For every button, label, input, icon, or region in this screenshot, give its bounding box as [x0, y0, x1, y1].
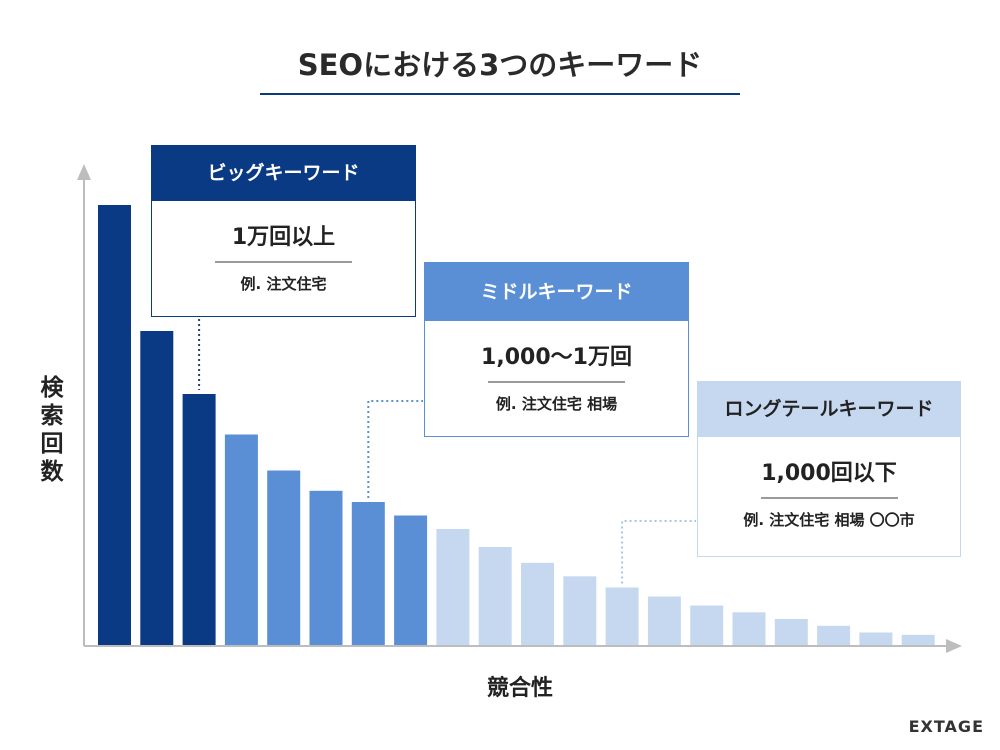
bar-long-12	[563, 576, 597, 647]
big-keyword-count: 1万回以上	[231, 225, 336, 250]
longtail-keyword-example: 例. 注文住宅 相場 〇〇市	[743, 510, 915, 529]
bar-big-1	[98, 205, 131, 646]
bar-long-19	[859, 632, 893, 646]
bar-long-20	[901, 634, 935, 647]
bar-middle-5	[267, 470, 301, 646]
bar-middle-8	[394, 515, 428, 646]
y-axis-label-char: 数	[40, 459, 64, 485]
divider	[488, 381, 625, 383]
bar-long-10	[478, 547, 512, 646]
middle-keyword-label: ミドルキーワード	[425, 263, 688, 321]
bar-long-11	[521, 562, 554, 647]
chart-title: SEOにおける3つのキーワード	[297, 48, 703, 82]
longtail-keyword-callout: ロングテールキーワード 1,000回以下 例. 注文住宅 相場 〇〇市	[697, 381, 961, 557]
y-axis-label-char: 回	[40, 431, 64, 457]
bar-big-2	[140, 331, 174, 646]
extage-logo: EXTAGE	[908, 717, 984, 736]
bar-long-15	[690, 605, 724, 646]
divider	[215, 261, 352, 263]
middle-leader-line	[367, 400, 423, 498]
longtail-leader-line	[621, 520, 696, 584]
bar-long-14	[647, 596, 681, 646]
longtail-keyword-label: ロングテールキーワード	[698, 382, 960, 437]
longtail-keyword-count: 1,000回以下	[761, 461, 897, 486]
big-keyword-callout: ビッグキーワード 1万回以上 例. 注文住宅	[151, 145, 416, 317]
title-underline	[260, 93, 740, 95]
bar-long-9	[436, 529, 470, 646]
bar-middle-7	[351, 502, 385, 646]
bar-big-3	[182, 394, 216, 646]
middle-keyword-callout: ミドルキーワード 1,000〜1万回 例. 注文住宅 相場	[424, 262, 689, 437]
big-keyword-example: 例. 注文住宅	[240, 274, 327, 293]
middle-keyword-example: 例. 注文住宅 相場	[495, 394, 618, 413]
big-keyword-label: ビッグキーワード	[152, 146, 415, 201]
y-axis-label-char: 検	[40, 375, 64, 401]
y-axis-arrow	[77, 164, 91, 180]
bar-middle-6	[309, 490, 343, 647]
x-axis-label: 競合性	[486, 676, 553, 701]
middle-keyword-count: 1,000〜1万回	[481, 345, 632, 370]
y-axis-label-char: 索	[40, 403, 64, 429]
bar-long-17	[774, 619, 808, 646]
bar-long-13	[605, 587, 639, 646]
divider	[760, 497, 898, 499]
y-axis-label: 検索回数	[34, 374, 70, 486]
x-axis-arrow	[946, 639, 962, 653]
bar-long-16	[732, 612, 766, 647]
y-axis-label-text: 検索回数	[34, 374, 70, 486]
bar-long-18	[817, 625, 851, 647]
bar-middle-4	[224, 434, 258, 646]
